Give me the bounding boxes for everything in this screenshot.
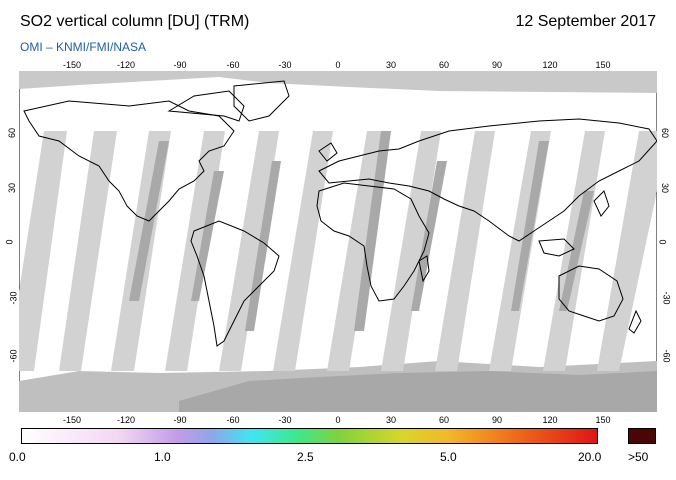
- new-zealand: [628, 309, 642, 334]
- lat-tick-right: -30: [661, 291, 672, 305]
- lon-tick-top: -90: [173, 60, 187, 70]
- world-map: [19, 71, 657, 412]
- japan: [593, 190, 610, 217]
- lat-tick-right: 60: [660, 127, 671, 139]
- colorbar-label: 2.5: [297, 450, 314, 464]
- lon-tick-top: 120: [542, 60, 558, 70]
- lat-tick-left: 60: [7, 127, 18, 139]
- greenland: [233, 80, 290, 122]
- greenland-west: [167, 90, 245, 122]
- british-isles: [318, 142, 338, 162]
- colorbar-label: 5.0: [440, 450, 457, 464]
- australia: [558, 265, 624, 322]
- lon-tick-bottom: 30: [385, 415, 397, 425]
- lon-tick-top: 30: [385, 60, 397, 70]
- lon-tick-bottom: -90: [173, 415, 187, 425]
- world-map-svg: [19, 71, 657, 412]
- lon-tick-top: -60: [226, 60, 240, 70]
- map-date: 12 September 2017: [515, 13, 656, 30]
- lon-tick-bottom: 120: [542, 415, 558, 425]
- lat-tick-right: 0: [657, 239, 668, 245]
- colorbar-over-label: >50: [628, 450, 649, 464]
- lat-tick-left: 30: [7, 182, 18, 194]
- lon-tick-top: 60: [438, 60, 450, 70]
- polar-nodata-north: [19, 71, 657, 93]
- antarctica: [179, 371, 657, 412]
- lon-tick-top: 0: [335, 60, 341, 70]
- lon-tick-top: 90: [491, 60, 503, 70]
- lon-tick-bottom: 150: [595, 415, 611, 425]
- eurasia: [318, 118, 657, 242]
- lon-tick-bottom: -60: [226, 415, 240, 425]
- lon-tick-bottom: -150: [62, 415, 82, 425]
- lon-tick-top: -120: [116, 60, 136, 70]
- coastlines: [23, 80, 657, 347]
- lon-tick-bottom: 90: [491, 415, 503, 425]
- north-america: [23, 100, 235, 222]
- lon-tick-bottom: 0: [335, 415, 341, 425]
- south-america: [190, 220, 280, 347]
- colorbar-over-swatch: [628, 428, 656, 444]
- map-credit: OMI – KNMI/FMI/NASA: [20, 40, 147, 54]
- swath-overlap: [129, 131, 594, 331]
- lon-tick-top: -30: [278, 60, 292, 70]
- lat-tick-left: -60: [8, 349, 19, 363]
- lon-tick-top: 150: [595, 60, 611, 70]
- lon-tick-bottom: -120: [116, 415, 136, 425]
- map-title: SO2 vertical column [DU] (TRM): [20, 13, 250, 30]
- lon-tick-bottom: 60: [438, 415, 450, 425]
- lat-tick-left: 0: [4, 239, 15, 245]
- colorbar-label: 20.0: [578, 450, 602, 464]
- lat-tick-right: 30: [660, 182, 671, 194]
- colorbar: [21, 428, 598, 444]
- africa: [316, 182, 430, 302]
- lat-tick-right: -60: [661, 349, 672, 363]
- madagascar: [418, 255, 430, 283]
- colorbar-label: 1.0: [154, 450, 171, 464]
- lon-tick-top: -150: [62, 60, 82, 70]
- lat-tick-left: -30: [8, 291, 19, 305]
- indonesia: [538, 238, 575, 257]
- lon-tick-bottom: -30: [278, 415, 292, 425]
- colorbar-label: 0.0: [9, 450, 26, 464]
